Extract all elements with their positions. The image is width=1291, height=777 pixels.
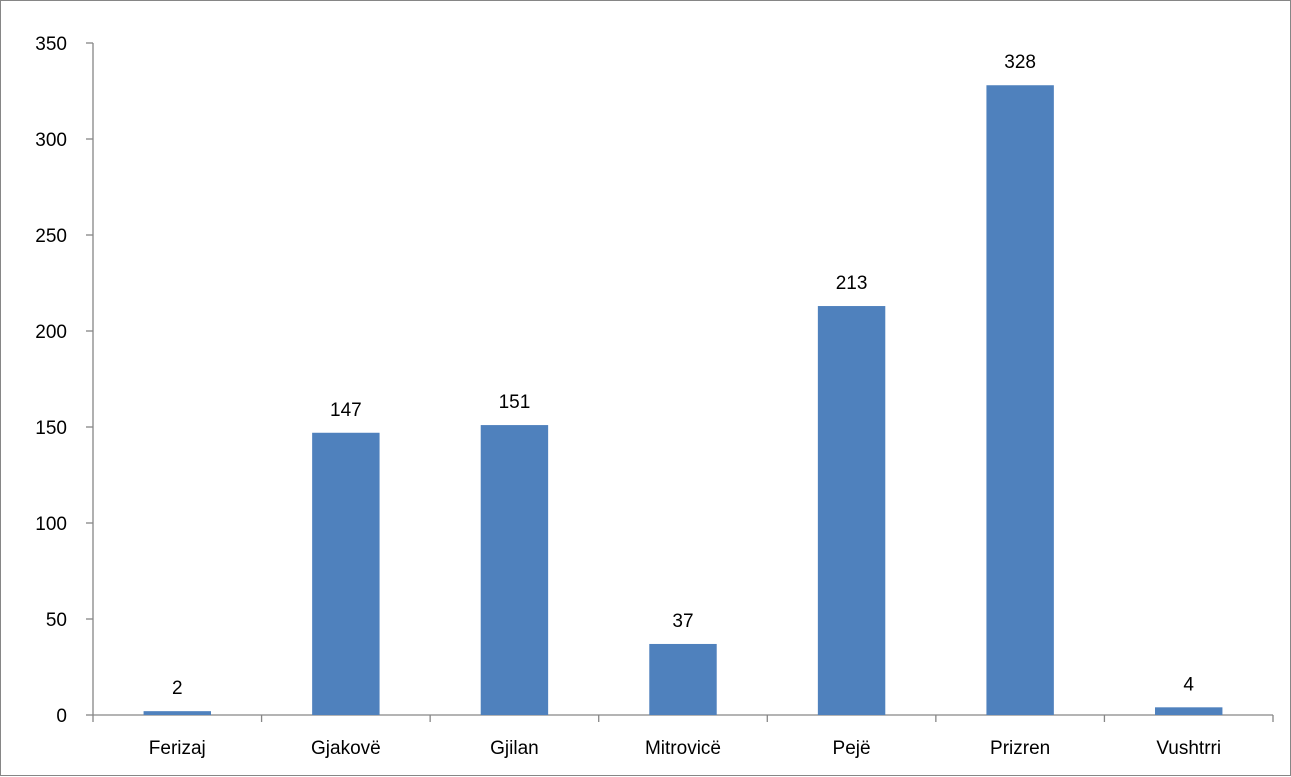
bar-gjilan	[480, 425, 549, 715]
x-category-label: Ferizaj	[149, 738, 206, 759]
x-category-label: Vushtrri	[1156, 738, 1221, 759]
data-label: 147	[330, 400, 362, 421]
x-axis: Ferizaj Gjakovë Gjilan Mitrovicë Pejë Prizren…	[92, 714, 1274, 759]
y-tick-label: 300	[35, 130, 67, 151]
bar-vushtrri	[1155, 707, 1223, 715]
x-category-label: Prizren	[990, 738, 1050, 759]
y-tick-label: 200	[35, 322, 67, 343]
x-category-label: Gjilan	[490, 738, 539, 759]
y-tick-label: 100	[35, 514, 67, 535]
bar-ferizaj	[143, 711, 211, 715]
y-tick-label: 150	[35, 418, 67, 439]
data-label: 37	[672, 611, 693, 632]
x-category-label: Gjakovë	[311, 738, 381, 759]
bar-gjakovë	[312, 432, 380, 715]
x-category-label: Pejë	[833, 738, 871, 759]
data-label: 2	[172, 678, 183, 699]
bar-prizren	[986, 85, 1054, 716]
bar-mitrovicë	[649, 643, 717, 715]
bars	[143, 85, 1223, 716]
data-label: 4	[1183, 674, 1194, 695]
data-label: 213	[836, 273, 868, 294]
y-tick-label: 250	[35, 226, 67, 247]
y-axis: 0 50 100 150 200 250 300 350	[35, 34, 94, 727]
data-labels: 2 147 151 37 213 328 4	[172, 52, 1194, 699]
data-label: 328	[1004, 52, 1036, 73]
y-tick-label: 0	[56, 706, 67, 727]
x-category-label: Mitrovicë	[645, 738, 721, 759]
y-tick-label: 50	[46, 610, 67, 631]
y-tick-label: 350	[35, 34, 67, 55]
bar-pejë	[817, 306, 886, 715]
data-label: 151	[499, 392, 531, 413]
